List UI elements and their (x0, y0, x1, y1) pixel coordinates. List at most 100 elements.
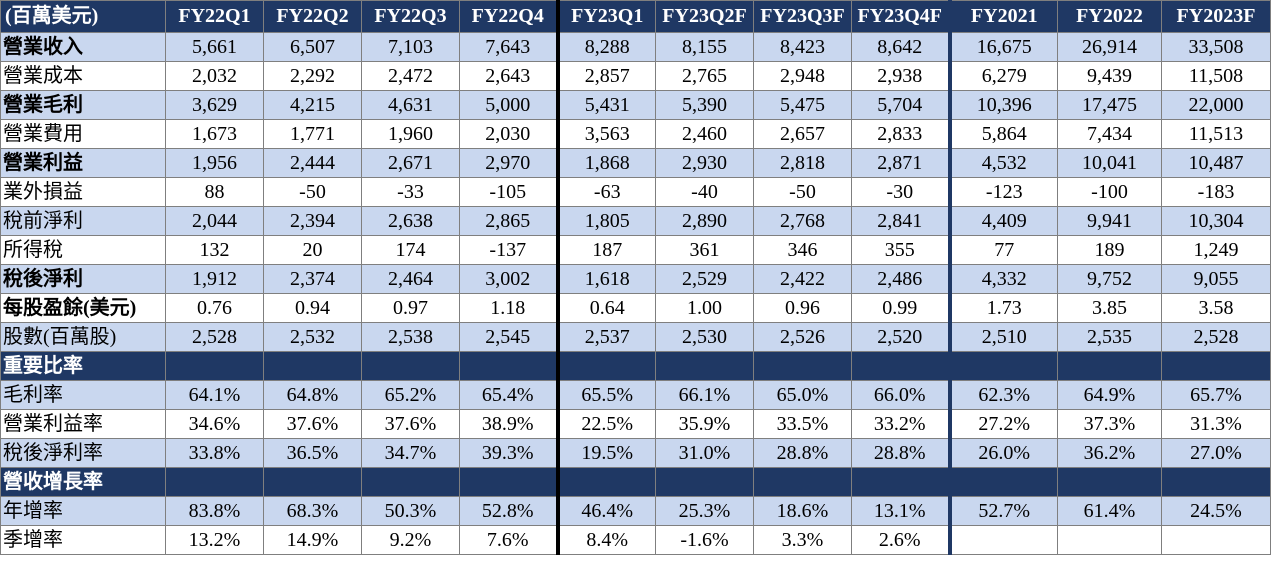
value-cell: 2.6% (851, 525, 952, 555)
unit-label: (百萬美元) (0, 0, 166, 33)
value-cell: 2,657 (753, 119, 852, 149)
table-row: 季增率 13.2% 14.9% 9.2% 7.6% 8.4% -1.6% 3.3% 2.6% (0, 525, 1271, 555)
value-cell: 189 (1057, 235, 1162, 265)
value-cell: 2,643 (459, 61, 558, 91)
value-cell: 5,475 (753, 90, 852, 120)
value-cell: 33.5% (753, 409, 852, 439)
value-cell: 28.8% (753, 438, 852, 468)
value-cell: 2,444 (263, 148, 362, 178)
value-cell: 6,279 (949, 61, 1058, 91)
value-cell: 2,545 (459, 322, 558, 352)
table-row: 業外損益 88 -50 -33 -105 -63 -40 -50 -30 -123 -100 -183 (0, 177, 1271, 207)
column-header: FY22Q2 (263, 0, 362, 33)
value-cell: 62.3% (949, 380, 1058, 410)
value-cell: 13.1% (851, 496, 952, 526)
value-cell: 8,423 (753, 32, 852, 62)
value-cell (1057, 351, 1162, 381)
table-row: 股數(百萬股) 2,528 2,532 2,538 2,545 2,537 2,530 2,5… (0, 322, 1271, 352)
column-header: FY22Q3 (361, 0, 460, 33)
table-row: 稅後淨利率 33.8% 36.5% 34.7% 39.3% 19.5% 31.0% 28.8%… (0, 438, 1271, 468)
value-cell (1057, 525, 1162, 555)
value-cell: 2,871 (851, 148, 952, 178)
value-cell (263, 351, 362, 381)
table-row: 稅後淨利 1,912 2,374 2,464 3,002 1,618 2,529 2,422 2… (0, 264, 1271, 294)
row-label: 營業成本 (0, 61, 166, 91)
value-cell: 1.00 (655, 293, 754, 323)
value-cell: 2,528 (165, 322, 264, 352)
value-cell: 5,864 (949, 119, 1058, 149)
value-cell (165, 351, 264, 381)
value-cell: 2,394 (263, 206, 362, 236)
column-header: FY22Q4 (459, 0, 558, 33)
value-cell: 2,510 (949, 322, 1058, 352)
value-cell: -40 (655, 177, 754, 207)
value-cell: 18.6% (753, 496, 852, 526)
value-cell: 4,409 (949, 206, 1058, 236)
value-cell: 187 (555, 235, 656, 265)
value-cell: 10,487 (1161, 148, 1271, 178)
value-cell: -123 (949, 177, 1058, 207)
value-cell: 66.1% (655, 380, 754, 410)
value-cell: 2,530 (655, 322, 754, 352)
value-cell: 1,249 (1161, 235, 1271, 265)
value-cell: 19.5% (555, 438, 656, 468)
value-cell: 64.9% (1057, 380, 1162, 410)
value-cell: 64.1% (165, 380, 264, 410)
value-cell: 7,643 (459, 32, 558, 62)
value-cell: 5,431 (555, 90, 656, 120)
value-cell: 3,629 (165, 90, 264, 120)
value-cell: 65.4% (459, 380, 558, 410)
section-header-row: 重要比率 (0, 351, 1271, 381)
value-cell: 2,529 (655, 264, 754, 294)
value-cell: 132 (165, 235, 264, 265)
value-cell: 37.3% (1057, 409, 1162, 439)
value-cell: 34.7% (361, 438, 460, 468)
value-cell: -50 (753, 177, 852, 207)
value-cell: 1.73 (949, 293, 1058, 323)
value-cell: 1,912 (165, 264, 264, 294)
value-cell (949, 351, 1058, 381)
value-cell: 2,044 (165, 206, 264, 236)
value-cell: 7.6% (459, 525, 558, 555)
value-cell: 4,215 (263, 90, 362, 120)
value-cell (655, 351, 754, 381)
value-cell: 33.2% (851, 409, 952, 439)
value-cell: 10,396 (949, 90, 1058, 120)
value-cell: -105 (459, 177, 558, 207)
value-cell (1161, 351, 1271, 381)
row-label: 稅後淨利率 (0, 438, 166, 468)
value-cell: 2,930 (655, 148, 754, 178)
value-cell: 65.0% (753, 380, 852, 410)
value-cell: 52.7% (949, 496, 1058, 526)
value-cell: 2,671 (361, 148, 460, 178)
value-cell: 2,970 (459, 148, 558, 178)
value-cell: 2,768 (753, 206, 852, 236)
value-cell (949, 525, 1058, 555)
row-label: 稅前淨利 (0, 206, 166, 236)
value-cell: 5,661 (165, 32, 264, 62)
value-cell: 37.6% (263, 409, 362, 439)
value-cell: 11,508 (1161, 61, 1271, 91)
value-cell: 3.58 (1161, 293, 1271, 323)
value-cell: -30 (851, 177, 952, 207)
row-label: 年增率 (0, 496, 166, 526)
value-cell: 50.3% (361, 496, 460, 526)
value-cell: 20 (263, 235, 362, 265)
value-cell: 52.8% (459, 496, 558, 526)
value-cell: 11,513 (1161, 119, 1271, 149)
value-cell (851, 351, 952, 381)
value-cell: 2,538 (361, 322, 460, 352)
column-header: FY2023F (1161, 0, 1271, 33)
value-cell: 25.3% (655, 496, 754, 526)
value-cell: 24.5% (1161, 496, 1271, 526)
table-row: 營業成本 2,032 2,292 2,472 2,643 2,857 2,765 2,948 2… (0, 61, 1271, 91)
value-cell: -63 (555, 177, 656, 207)
value-cell: 5,000 (459, 90, 558, 120)
value-cell: 5,704 (851, 90, 952, 120)
value-cell: 174 (361, 235, 460, 265)
value-cell: 2,472 (361, 61, 460, 91)
value-cell: 2,948 (753, 61, 852, 91)
value-cell: 7,434 (1057, 119, 1162, 149)
table-row: 毛利率 64.1% 64.8% 65.2% 65.4% 65.5% 66.1% 65.0% 66… (0, 380, 1271, 410)
value-cell: 1,673 (165, 119, 264, 149)
